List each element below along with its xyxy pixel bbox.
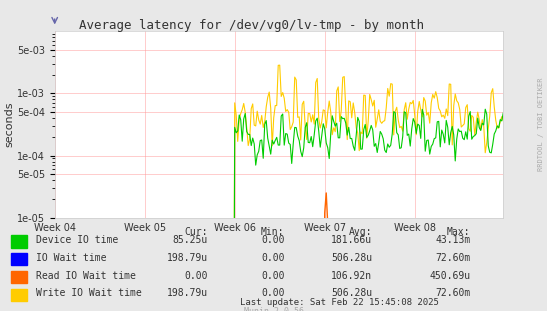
- Bar: [11, 253, 27, 265]
- Text: 0.00: 0.00: [261, 288, 284, 298]
- Text: Device IO time: Device IO time: [36, 235, 118, 245]
- Text: 506.28u: 506.28u: [331, 253, 372, 263]
- Text: Cur:: Cur:: [184, 227, 208, 237]
- Text: 450.69u: 450.69u: [429, 271, 470, 281]
- Text: 85.25u: 85.25u: [173, 235, 208, 245]
- Text: 43.13m: 43.13m: [435, 235, 470, 245]
- Text: 0.00: 0.00: [184, 271, 208, 281]
- Text: 106.92n: 106.92n: [331, 271, 372, 281]
- Text: 0.00: 0.00: [261, 253, 284, 263]
- Text: 0.00: 0.00: [261, 271, 284, 281]
- Text: Max:: Max:: [447, 227, 470, 237]
- Text: IO Wait time: IO Wait time: [36, 253, 106, 263]
- Text: Read IO Wait time: Read IO Wait time: [36, 271, 136, 281]
- Text: 0.00: 0.00: [261, 235, 284, 245]
- Text: 506.28u: 506.28u: [331, 288, 372, 298]
- Text: 198.79u: 198.79u: [167, 253, 208, 263]
- Bar: [11, 289, 27, 301]
- Text: 72.60m: 72.60m: [435, 288, 470, 298]
- Bar: [11, 235, 27, 248]
- Text: Min:: Min:: [261, 227, 284, 237]
- Text: Avg:: Avg:: [348, 227, 372, 237]
- Text: 198.79u: 198.79u: [167, 288, 208, 298]
- Y-axis label: seconds: seconds: [4, 102, 14, 147]
- Text: 72.60m: 72.60m: [435, 253, 470, 263]
- Text: Average latency for /dev/vg0/lv-tmp - by month: Average latency for /dev/vg0/lv-tmp - by…: [79, 19, 424, 32]
- Text: 181.66u: 181.66u: [331, 235, 372, 245]
- Text: Munin 2.0.56: Munin 2.0.56: [243, 307, 304, 311]
- Text: RRDTOOL / TOBI OETIKER: RRDTOOL / TOBI OETIKER: [538, 78, 544, 171]
- Text: Write IO Wait time: Write IO Wait time: [36, 288, 141, 298]
- Text: Last update: Sat Feb 22 15:45:08 2025: Last update: Sat Feb 22 15:45:08 2025: [240, 298, 439, 307]
- Bar: [11, 271, 27, 283]
